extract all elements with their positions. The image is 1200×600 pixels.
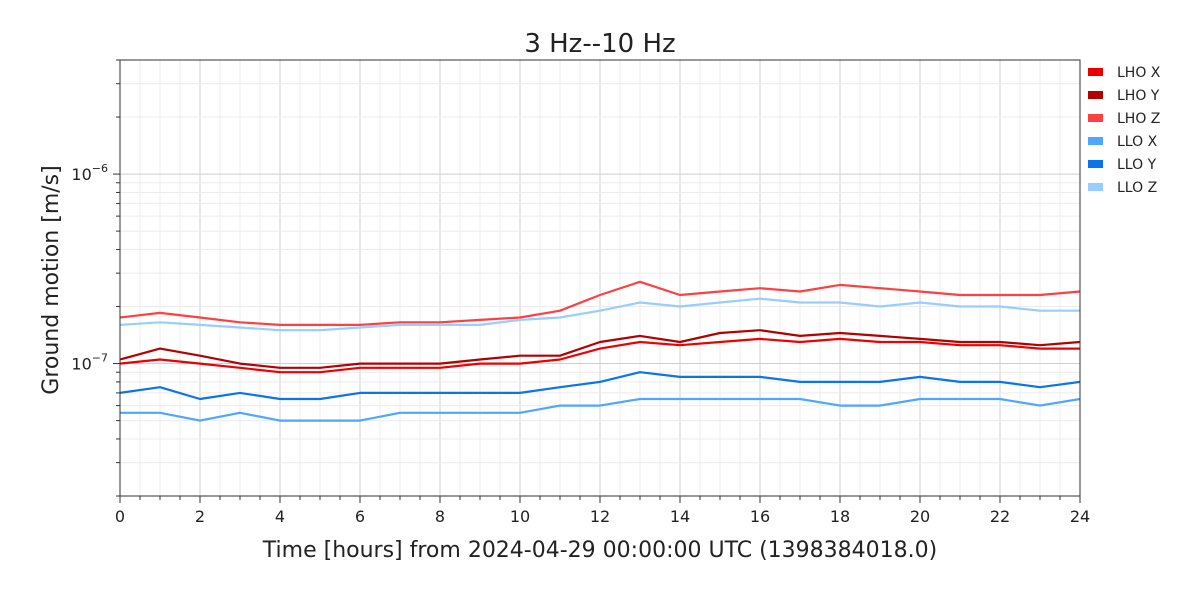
x-tick-label: 8 — [435, 507, 445, 526]
x-tick-label: 20 — [910, 507, 930, 526]
y-axis-label: Ground motion [m/s] — [39, 165, 64, 394]
x-tick-label: 16 — [750, 507, 770, 526]
x-tick-label: 12 — [590, 507, 610, 526]
x-tick-label: 24 — [1070, 507, 1090, 526]
legend-swatch-lho-x — [1088, 68, 1103, 76]
legend-swatch-llo-z — [1088, 183, 1103, 191]
x-axis: 0 2 4 6 8 10 12 14 16 18 20 22 24 — [115, 496, 1090, 526]
legend-label-llo-y: LLO Y — [1117, 157, 1157, 173]
x-tick-label: 2 — [195, 507, 205, 526]
y-axis: 10−710−6 — [71, 59, 120, 497]
legend-swatch-llo-y — [1088, 160, 1103, 168]
y-tick-label: 10−7 — [71, 352, 108, 374]
legend-label-lho-z: LHO Z — [1117, 111, 1160, 127]
legend-swatch-lho-z — [1088, 114, 1103, 122]
y-tick-base: 10 — [71, 355, 91, 374]
x-tick-label: 22 — [990, 507, 1010, 526]
series-line-lho-z — [119, 280, 1081, 326]
x-tick-label: 14 — [670, 507, 690, 526]
x-tick-label: 0 — [115, 507, 125, 526]
series-group — [119, 280, 1081, 422]
legend-label-lho-x: LHO X — [1117, 65, 1161, 81]
y-tick-base: 10 — [71, 165, 91, 184]
x-axis-label: Time [hours] from 2024-04-29 00:00:00 UT… — [262, 538, 937, 563]
legend-swatch-llo-x — [1088, 137, 1103, 145]
chart-title: 3 Hz--10 Hz — [524, 29, 675, 59]
legend-label-llo-x: LLO X — [1117, 134, 1158, 150]
x-tick-label: 18 — [830, 507, 850, 526]
legend-label-lho-y: LHO Y — [1117, 88, 1160, 104]
x-tick-label: 10 — [510, 507, 530, 526]
y-tick-exponent: −7 — [92, 352, 108, 365]
series-line-llo-y — [119, 371, 1081, 401]
x-tick-label: 4 — [275, 507, 285, 526]
y-tick-exponent: −6 — [92, 162, 108, 175]
series-line-lho-y — [119, 329, 1081, 369]
legend: LHO X LHO Y LHO Z LLO X LLO Y LLO Z — [1088, 65, 1161, 196]
legend-swatch-lho-y — [1088, 91, 1103, 99]
series-line-lho-x — [119, 337, 1080, 374]
series-line-llo-x — [120, 397, 1081, 422]
x-tick-label: 6 — [355, 507, 365, 526]
grid — [119, 59, 1081, 497]
legend-label-llo-z: LLO Z — [1117, 180, 1157, 196]
y-tick-label: 10−6 — [71, 162, 108, 184]
series-line-llo-z — [119, 297, 1080, 332]
